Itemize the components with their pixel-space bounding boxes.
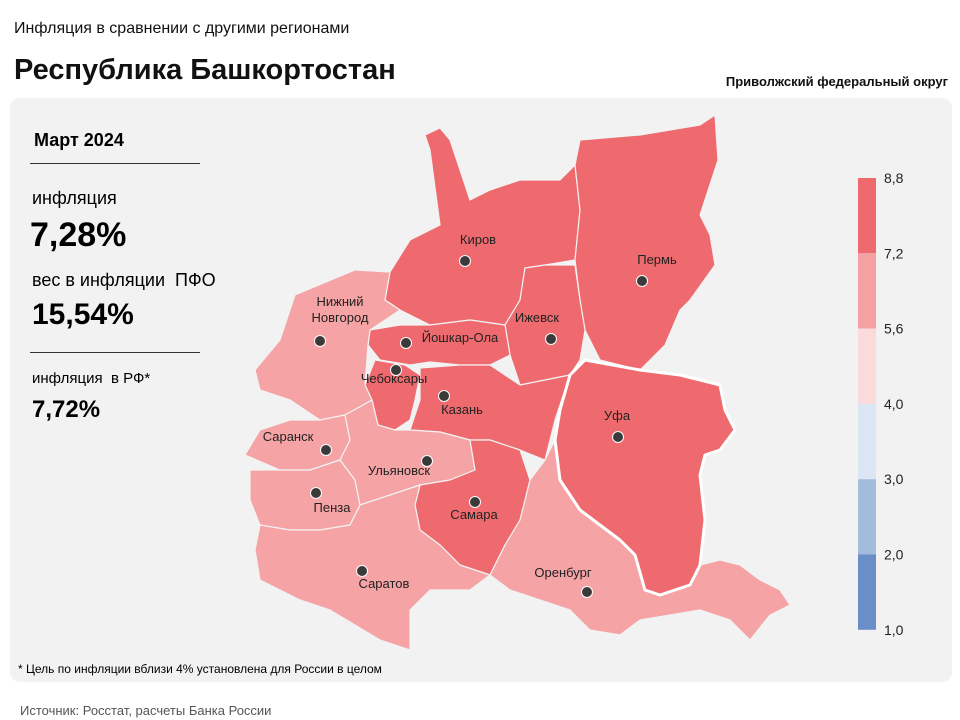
legend-tick: 7,2 <box>884 245 904 261</box>
city-label: Нижний Новгород <box>312 294 369 325</box>
city-dot <box>438 390 450 402</box>
city-dot <box>581 586 593 598</box>
city-label: Самара <box>450 507 498 522</box>
inflation-label: инфляция <box>32 188 117 208</box>
city-label: Пенза <box>314 500 352 515</box>
subtitle: Инфляция в сравнении с другими регионами <box>14 20 350 37</box>
city-dot <box>612 431 624 443</box>
legend-band <box>858 178 876 254</box>
city-label: Йошкар-Ола <box>422 330 499 345</box>
inflation-value: 7,28% <box>30 216 127 254</box>
region <box>249 459 361 531</box>
source: Источник: Росстат, расчеты Банка России <box>20 703 272 718</box>
legend-band <box>858 328 876 404</box>
city-dot <box>636 275 648 287</box>
district: Приволжский федеральный округ <box>725 74 948 89</box>
city-label: Киров <box>460 232 496 247</box>
legend-band <box>858 479 876 555</box>
city-label: Ижевск <box>515 310 560 325</box>
legend-band <box>858 253 876 329</box>
city-label: Саратов <box>359 576 410 591</box>
city-label: Казань <box>441 402 483 417</box>
city-label: Оренбург <box>534 565 591 580</box>
city-dot <box>356 565 368 577</box>
city-label: Саранск <box>263 429 314 444</box>
legend-tick: 4,0 <box>884 396 904 412</box>
city-dot <box>320 444 332 456</box>
divider <box>30 352 200 353</box>
city-label: Ульяновск <box>368 463 430 478</box>
city-dot <box>390 364 402 376</box>
weight-value: 15,54% <box>32 298 134 331</box>
legend-tick: 8,8 <box>884 170 904 186</box>
region <box>574 114 719 371</box>
legend-band <box>858 554 876 630</box>
title: Республика Башкортостан <box>14 54 396 86</box>
city-dot <box>310 487 322 499</box>
city-label: Пермь <box>637 252 677 267</box>
city-dot <box>469 496 481 508</box>
city-dot <box>421 455 433 467</box>
region <box>254 484 491 651</box>
label-line: Новгород <box>312 310 369 325</box>
city-dot <box>545 333 557 345</box>
city-label: Уфа <box>604 408 631 423</box>
legend-tick: 3,0 <box>884 471 904 487</box>
legend-tick: 1,0 <box>884 622 904 638</box>
rf-label: инфляция в РФ* <box>32 370 151 387</box>
region <box>553 358 737 597</box>
city-dot <box>400 337 412 349</box>
city-dot <box>459 255 471 267</box>
period: Март 2024 <box>34 130 124 150</box>
divider <box>30 163 200 164</box>
footnote: * Цель по инфляции вблизи 4% установлена… <box>18 662 382 676</box>
label-line: Нижний <box>316 294 363 309</box>
city-label: Чебоксары <box>361 371 428 386</box>
weight-label: вес в инфляции ПФО <box>32 270 216 290</box>
city-dot <box>314 335 326 347</box>
legend-band <box>858 403 876 480</box>
legend-tick: 2,0 <box>884 547 904 563</box>
rf-value: 7,72% <box>32 396 101 423</box>
legend-tick: 5,6 <box>884 321 904 337</box>
